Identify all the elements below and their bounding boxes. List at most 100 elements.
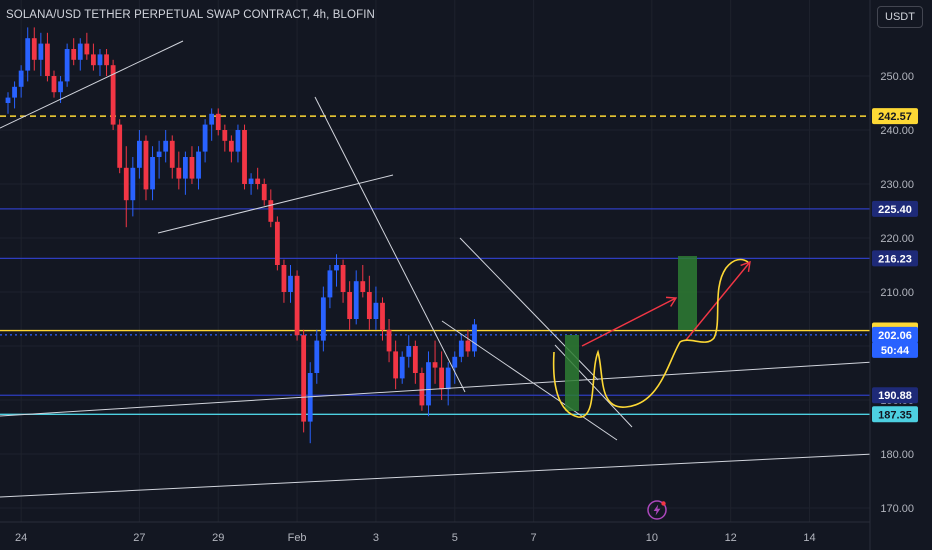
candle-body	[314, 340, 320, 373]
price-label-tag	[872, 200, 918, 217]
candle-body	[327, 270, 333, 298]
candle-body	[255, 178, 261, 184]
candle-body	[406, 346, 412, 357]
candle-body	[426, 362, 431, 406]
price-label-text: 202.06	[878, 330, 912, 342]
time-tick-label: 10	[646, 532, 658, 544]
candle-body	[222, 130, 228, 141]
candle-body	[419, 373, 425, 406]
candle-body	[281, 265, 287, 292]
trendline	[441, 320, 618, 441]
candle-body	[5, 97, 11, 103]
candle-series	[5, 27, 477, 444]
candle-body	[156, 151, 162, 157]
candle-body	[261, 184, 267, 201]
candle-body	[196, 151, 201, 179]
candle-body	[110, 65, 116, 125]
chart-title: SOLANA/USD TETHER PERPETUAL SWAP CONTRAC…	[6, 9, 375, 21]
candle-body	[64, 49, 70, 82]
candle-body	[228, 140, 234, 152]
candle-body	[439, 367, 445, 390]
candle-body	[301, 335, 307, 422]
candle-body	[18, 70, 24, 87]
candle-body	[189, 157, 195, 179]
candle-body	[445, 367, 451, 390]
price-axis-background	[870, 0, 932, 550]
price-label-text: 187.35	[878, 409, 912, 421]
candle-body	[386, 329, 392, 352]
candle-body	[432, 362, 438, 368]
arrow-head	[665, 296, 678, 307]
time-tick-label: 29	[212, 532, 224, 544]
candle-body	[58, 81, 63, 93]
price-label-tag	[872, 341, 918, 358]
drawings-layer	[0, 40, 875, 498]
candle-body	[452, 356, 458, 368]
candle-body	[458, 340, 464, 357]
arrow-line	[581, 297, 677, 347]
time-tick-label: 24	[15, 532, 27, 544]
price-tick-label: 240.00	[880, 125, 914, 137]
candle-body	[242, 130, 247, 184]
candle-body	[117, 124, 123, 168]
candle-body	[366, 292, 372, 319]
candle-body	[130, 167, 136, 201]
trendline	[157, 174, 394, 234]
candle-body	[334, 265, 339, 271]
candle-body	[340, 265, 346, 292]
candle-body	[51, 76, 57, 93]
price-label-tag	[872, 250, 918, 267]
candle-body	[320, 297, 326, 341]
candle-body	[268, 200, 274, 222]
candle-body	[235, 130, 241, 152]
price-label-text: 216.23	[878, 253, 912, 265]
price-tick-label: 230.00	[880, 179, 914, 191]
time-tick-label: 7	[531, 532, 537, 544]
candle-body	[45, 43, 50, 76]
candle-body	[77, 43, 83, 60]
candle-body	[209, 113, 215, 125]
candle-body	[104, 54, 109, 66]
green-zone-box	[678, 256, 697, 330]
lightning-icon[interactable]	[646, 499, 668, 521]
candle-body	[399, 356, 405, 379]
time-tick-label: 3	[373, 532, 379, 544]
candle-body	[38, 43, 44, 60]
candle-body	[294, 275, 300, 336]
price-tick-label: 220.00	[880, 233, 914, 245]
trendline	[0, 453, 875, 498]
time-tick-label: Feb	[288, 532, 307, 544]
candle-body	[84, 43, 90, 55]
price-tick-label: 180.00	[880, 449, 914, 461]
arrow-head	[740, 260, 751, 272]
price-label-text: 242.57	[878, 111, 912, 123]
currency-button[interactable]: USDT	[877, 6, 923, 28]
price-label-text: 190.88	[878, 390, 912, 402]
time-axis-background	[0, 522, 932, 550]
trendline	[0, 361, 875, 417]
price-label-tag	[872, 108, 918, 125]
candle-body	[288, 275, 293, 292]
time-tick-label: 5	[452, 532, 458, 544]
price-label-tag	[872, 406, 918, 423]
price-label-tag	[872, 387, 918, 404]
candle-body	[412, 346, 418, 373]
price-axis[interactable]: 250.00240.00230.00220.00210.00200.00190.…	[869, 0, 932, 550]
candle-body	[393, 351, 399, 379]
time-tick-label: 14	[803, 532, 815, 544]
price-label-tag	[872, 326, 918, 343]
candle-body	[472, 324, 477, 352]
time-axis: 24 27 29 Feb 3 5 7 10 12 14	[0, 521, 932, 550]
candle-body	[182, 157, 188, 179]
candle-body	[143, 140, 149, 190]
time-tick-label: 12	[725, 532, 737, 544]
candle-body	[202, 124, 208, 152]
candle-body	[163, 140, 169, 152]
price-tick-label: 170.00	[880, 503, 914, 515]
price-tick-label: 210.00	[880, 287, 914, 299]
candle-body	[137, 140, 142, 168]
candle-body	[274, 221, 280, 265]
candle-body	[248, 178, 254, 184]
candle-body	[347, 292, 353, 319]
